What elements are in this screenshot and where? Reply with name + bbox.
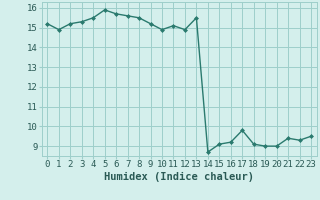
X-axis label: Humidex (Indice chaleur): Humidex (Indice chaleur)	[104, 172, 254, 182]
